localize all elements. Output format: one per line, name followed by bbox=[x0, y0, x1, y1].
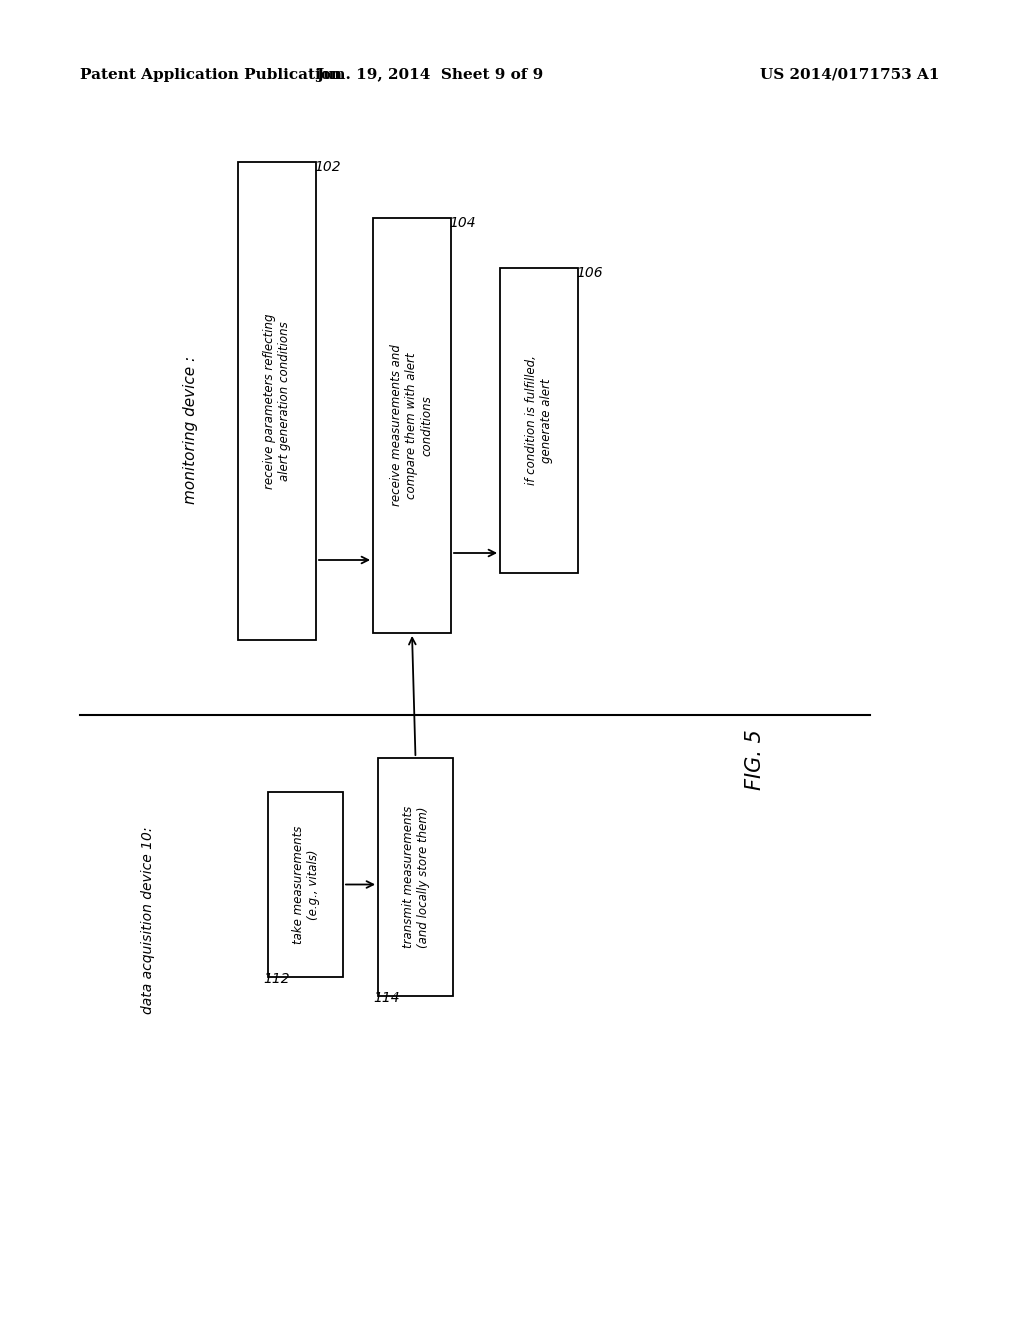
Text: 114: 114 bbox=[373, 991, 399, 1005]
Text: 112: 112 bbox=[263, 972, 290, 986]
Text: 102: 102 bbox=[314, 160, 341, 174]
Text: US 2014/0171753 A1: US 2014/0171753 A1 bbox=[761, 69, 940, 82]
Text: receive parameters reflecting
alert generation conditions: receive parameters reflecting alert gene… bbox=[263, 313, 291, 488]
Bar bbox=[378, 758, 453, 997]
Text: Jun. 19, 2014  Sheet 9 of 9: Jun. 19, 2014 Sheet 9 of 9 bbox=[316, 69, 544, 82]
Text: data acquisition device 10:: data acquisition device 10: bbox=[141, 826, 155, 1014]
Text: transmit measurements
(and locally store them): transmit measurements (and locally store… bbox=[401, 807, 429, 948]
Text: Patent Application Publication: Patent Application Publication bbox=[80, 69, 342, 82]
Text: if condition is fulfilled,
generate alert: if condition is fulfilled, generate aler… bbox=[525, 355, 553, 486]
Bar bbox=[500, 268, 578, 573]
Text: 106: 106 bbox=[575, 267, 603, 280]
Text: monitoring device :: monitoring device : bbox=[182, 356, 198, 504]
Bar bbox=[268, 792, 343, 977]
Text: FIG. 5: FIG. 5 bbox=[745, 730, 765, 791]
Text: 104: 104 bbox=[449, 216, 475, 230]
Text: receive measurements and
compare them with alert
conditions: receive measurements and compare them wi… bbox=[390, 345, 433, 507]
Bar bbox=[238, 162, 316, 640]
Text: take measurements
(e.g., vitals): take measurements (e.g., vitals) bbox=[292, 825, 319, 944]
Bar bbox=[373, 218, 451, 634]
